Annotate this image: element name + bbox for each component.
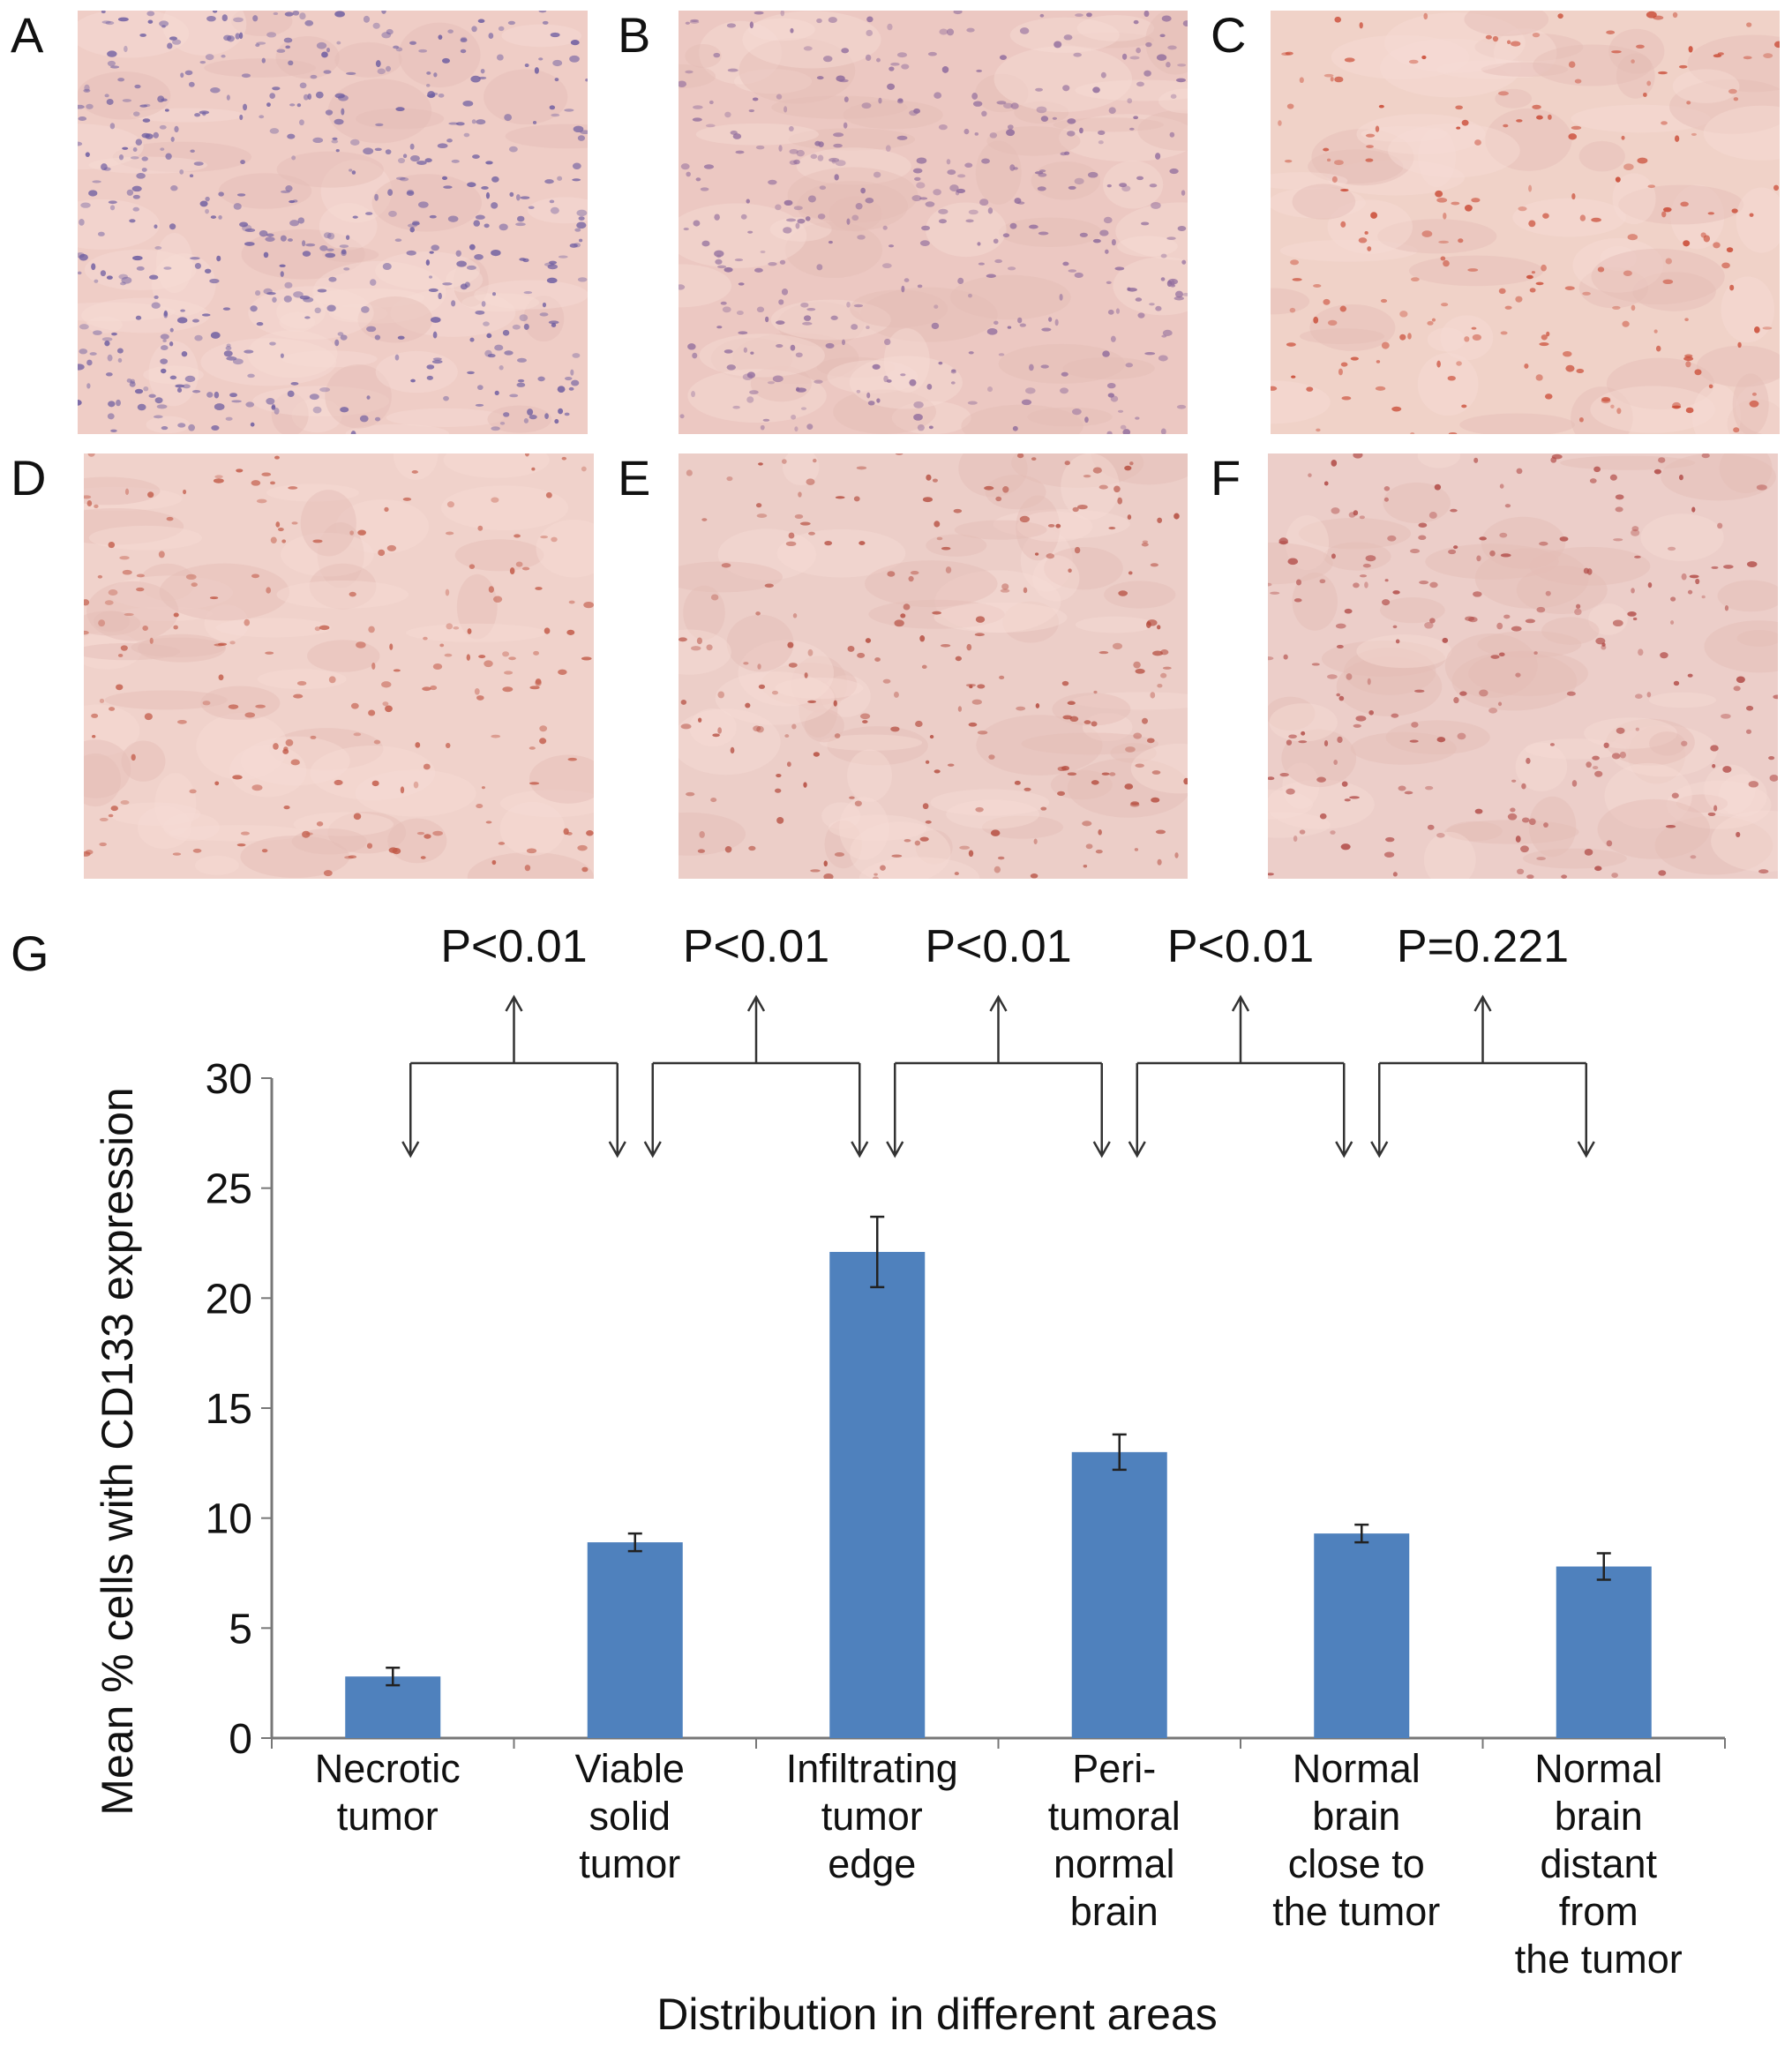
- p-value-label: P=0.221: [1397, 921, 1569, 972]
- category-label: Infiltrating tumor edge: [786, 1746, 958, 1886]
- y-ticks: 0 5 10 15 20 25 30: [206, 1056, 272, 1763]
- panel-label-e: E: [618, 450, 651, 506]
- panel-label-c: C: [1211, 7, 1247, 63]
- micrograph-c: [1271, 11, 1780, 434]
- error-bar: [870, 1215, 885, 1289]
- bar: [345, 1676, 441, 1738]
- micrograph-f: [1268, 453, 1778, 879]
- comparison-bracket: [886, 994, 1111, 1158]
- error-bar: [386, 1666, 401, 1687]
- error-bar: [627, 1532, 642, 1553]
- category-label: Peri-tumoral normal brain: [1048, 1746, 1181, 1934]
- p-value-label: P<0.01: [440, 921, 587, 972]
- comparison-brackets: P<0.01 P<0.01 P<0.01 P<0.01 P=0.221: [401, 921, 1595, 1158]
- bars: [345, 1251, 1652, 1738]
- comparison-bracket: [401, 994, 626, 1158]
- bar: [1314, 1533, 1410, 1738]
- comparison-bracket: [1370, 994, 1595, 1158]
- bar: [1556, 1566, 1652, 1738]
- y-tick-label: 5: [229, 1606, 252, 1653]
- p-value-label: P<0.01: [683, 921, 829, 972]
- error-bar: [1354, 1523, 1369, 1544]
- category-label: Normal brain distant from the tumor: [1515, 1746, 1683, 1982]
- panel-label-d: D: [11, 450, 47, 506]
- micrograph-d: [84, 453, 594, 879]
- error-bar: [1112, 1433, 1127, 1472]
- bar: [587, 1542, 683, 1738]
- category-label: Viable solid tumor: [575, 1746, 685, 1886]
- panel-label-f: F: [1211, 450, 1241, 506]
- category-label: Necrotic tumor: [315, 1746, 461, 1839]
- comparison-bracket: [1128, 994, 1353, 1158]
- axes: [270, 1078, 1726, 1749]
- p-value-label: P<0.01: [925, 921, 1071, 972]
- micrograph-b: [679, 11, 1188, 434]
- x-axis-label: Distribution in different areas: [656, 1990, 1218, 2039]
- bar: [829, 1251, 926, 1738]
- micrograph-e: [679, 453, 1188, 879]
- panel-label-a: A: [11, 7, 44, 63]
- y-tick-label: 25: [206, 1166, 252, 1213]
- y-tick-label: 20: [206, 1276, 252, 1323]
- category-label: Normal brain close to the tumor: [1272, 1746, 1440, 1934]
- bar-chart: G P<0.01 P<0.01 P<0.01 P<0.01 P=0.221 0 5 10 15…: [11, 921, 1726, 2039]
- y-axis-label: Mean % cells with CD133 expression: [93, 1087, 142, 1815]
- panel-label-g: G: [11, 926, 49, 981]
- y-tick-label: 30: [206, 1056, 252, 1103]
- category-labels: Necrotic tumor Viable solid tumor Infiltratin…: [315, 1746, 1683, 1982]
- p-value-label: P<0.01: [1167, 921, 1314, 972]
- y-tick-label: 10: [206, 1496, 252, 1543]
- error-bars: [386, 1215, 1611, 1687]
- error-bar: [1596, 1552, 1611, 1581]
- y-tick-label: 15: [206, 1386, 252, 1433]
- micrograph-a: [78, 11, 588, 434]
- panel-label-b: B: [618, 7, 651, 63]
- y-tick-label: 0: [229, 1716, 252, 1763]
- comparison-bracket: [643, 994, 869, 1158]
- bar: [1071, 1451, 1167, 1738]
